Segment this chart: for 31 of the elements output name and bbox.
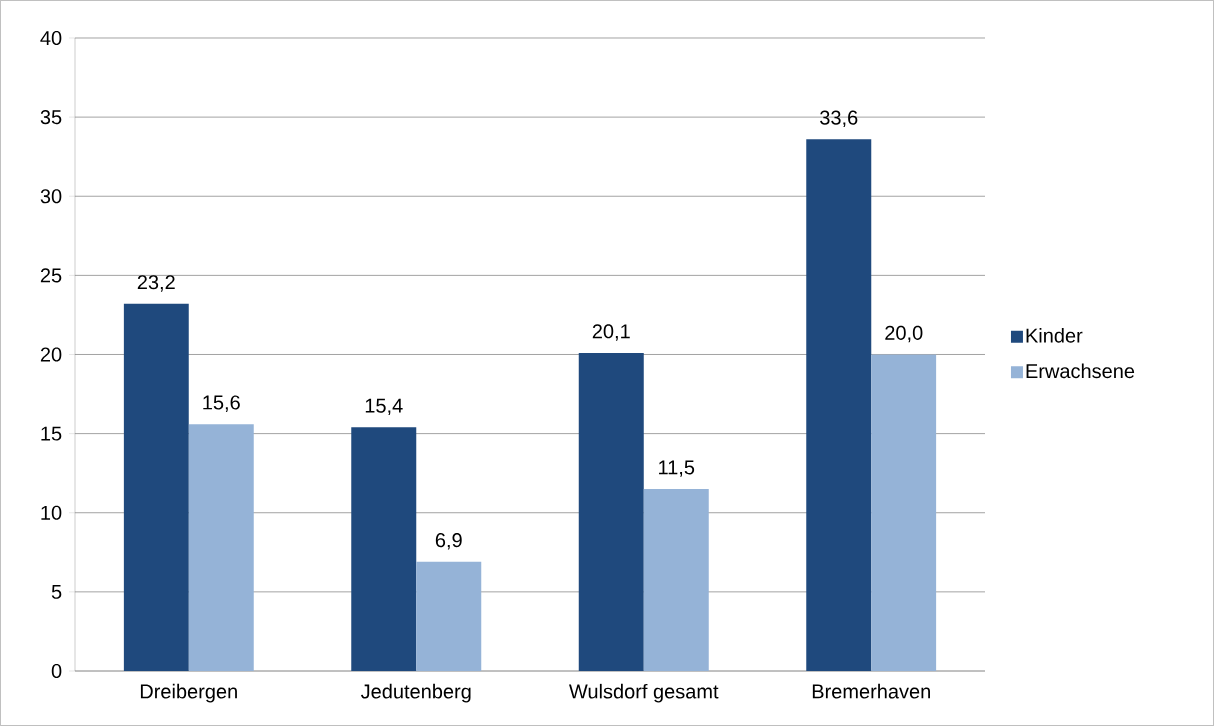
bar — [351, 427, 417, 671]
y-tick-label: 0 — [51, 663, 62, 679]
bar — [871, 354, 937, 671]
data-label: 33,6 — [820, 110, 858, 128]
data-label: 15,4 — [365, 398, 403, 416]
data-label: 20,0 — [885, 325, 923, 343]
legend-label: Erwachsene — [1026, 363, 1135, 379]
x-tick-label: Wulsdorf gesamt — [569, 683, 719, 703]
bar — [806, 139, 872, 671]
y-tick-label: 5 — [51, 584, 62, 599]
bar — [416, 561, 482, 671]
data-label: 20,1 — [592, 324, 630, 341]
bar — [188, 424, 254, 671]
bar — [578, 352, 644, 671]
y-tick-label: 40 — [40, 30, 62, 46]
x-tick-label: Bremerhaven — [812, 683, 930, 699]
y-tick-label: 35 — [40, 110, 62, 125]
data-label: 11,5 — [659, 460, 695, 477]
y-tick-label: 25 — [40, 268, 62, 283]
data-label: 6,9 — [435, 533, 462, 550]
bar — [123, 303, 189, 671]
legend-label: Kinder — [1026, 328, 1083, 343]
y-tick-label: 20 — [40, 347, 62, 362]
y-tick-label: 10 — [41, 505, 62, 520]
x-tick-label: Jedutenberg — [360, 683, 471, 703]
data-label: 23,2 — [137, 275, 175, 292]
data-label: 15,6 — [203, 395, 240, 412]
y-tick-label: 15 — [41, 426, 62, 441]
x-tick-label: Dreibergen — [140, 683, 237, 703]
y-tick-label: 30 — [40, 189, 62, 204]
bar — [643, 489, 709, 671]
